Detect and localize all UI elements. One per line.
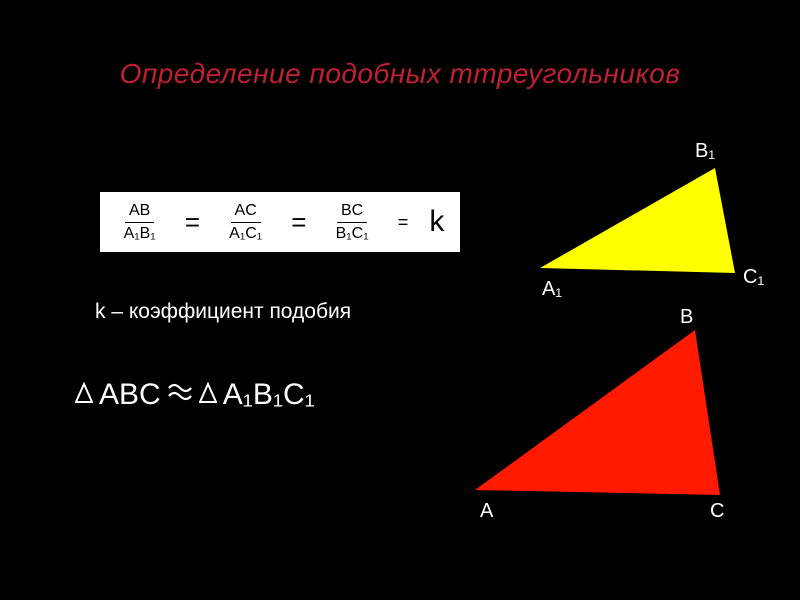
k-value: k: [429, 205, 444, 239]
similar-icon: [167, 378, 193, 412]
vertex-c-label: C: [710, 500, 724, 523]
ratio-ab: AB A₁B₁: [116, 202, 164, 242]
equals-1: =: [183, 207, 202, 238]
triangle-yellow-shape: [540, 168, 740, 278]
triangle-symbol-icon: [199, 378, 217, 412]
page-title: Определение подобных ттреугольников: [120, 58, 681, 90]
triangle-red: [475, 330, 725, 505]
ratio-ac: AC A₁C₁: [221, 202, 270, 242]
k-coefficient-label: k – коэффициент подобия: [95, 300, 351, 324]
ratio-bc: BC B₁C₁: [328, 202, 377, 242]
similarity-relation: ABC A₁B₁C₁: [75, 378, 315, 412]
vertex-b-label: B: [680, 306, 693, 329]
equals-2: =: [289, 207, 308, 238]
triangle-red-shape: [475, 330, 725, 500]
vertex-a-label: A: [480, 500, 493, 523]
ratio-formula: AB A₁B₁ = AC A₁C₁ = BC B₁C₁ = k: [100, 192, 460, 252]
triangle-symbol-icon: [75, 378, 93, 412]
equals-3: =: [396, 212, 411, 233]
vertex-a1-label: A₁: [542, 278, 562, 301]
vertex-c1-label: C₁: [743, 266, 764, 289]
triangle-yellow: [540, 168, 740, 283]
triangle-right-label: A₁B₁C₁: [223, 378, 315, 412]
vertex-b1-label: B₁: [695, 140, 715, 163]
triangle-left-label: ABC: [99, 378, 161, 412]
